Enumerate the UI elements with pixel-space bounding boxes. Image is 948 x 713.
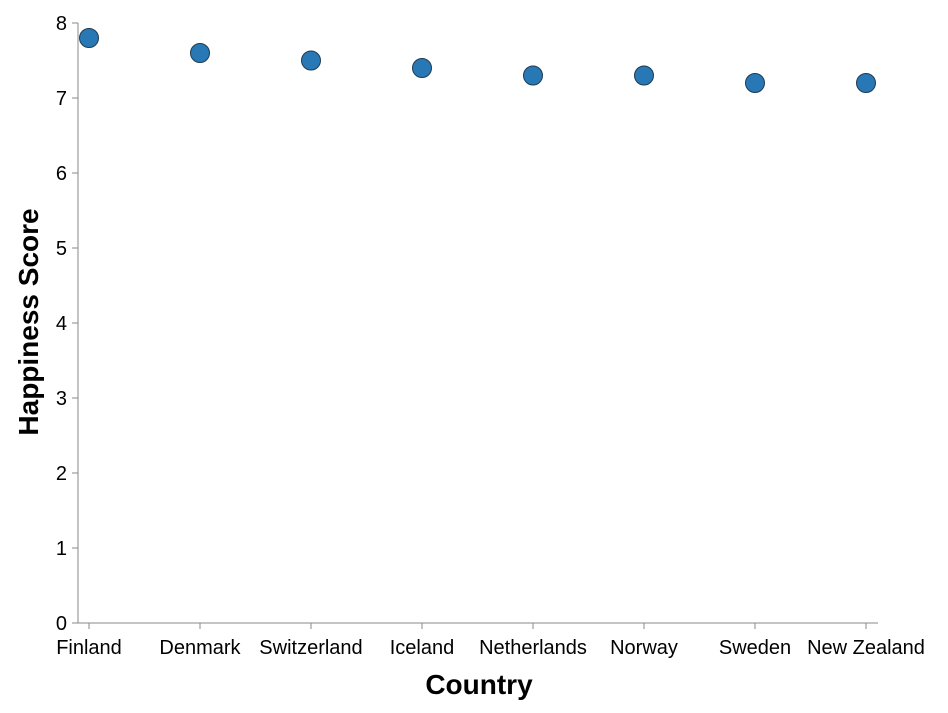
data-point[interactable]	[412, 58, 432, 78]
x-tick-label: Norway	[610, 637, 678, 659]
y-tick-label: 0	[56, 613, 67, 635]
x-tick-label: Sweden	[719, 637, 791, 659]
y-tick-label: 1	[56, 538, 67, 560]
data-point[interactable]	[745, 73, 765, 93]
y-axis: 0 1 2 3 4 5 6 7 8	[56, 13, 79, 635]
y-tick-label: 7	[56, 88, 67, 110]
x-tick-label: Switzerland	[259, 637, 362, 659]
data-point[interactable]	[79, 28, 99, 48]
x-tick-label: Denmark	[159, 637, 241, 659]
y-tick-label: 8	[56, 13, 67, 35]
y-tick-label: 6	[56, 163, 67, 185]
x-tick-label: Iceland	[390, 637, 455, 659]
x-tick-label: Finland	[56, 637, 122, 659]
y-tick-label: 3	[56, 388, 67, 410]
x-axis-title: Country	[425, 669, 533, 700]
y-axis-title: Happiness Score	[13, 208, 44, 435]
data-point[interactable]	[301, 50, 321, 71]
y-tick-label: 5	[56, 238, 67, 260]
x-axis: Finland Denmark Switzerland Iceland Netherla…	[56, 622, 925, 659]
data-point[interactable]	[523, 65, 543, 86]
data-point[interactable]	[856, 73, 876, 93]
data-point[interactable]	[190, 43, 210, 63]
data-points	[79, 28, 876, 93]
x-tick-label: Netherlands	[479, 637, 587, 659]
y-tick-label: 4	[56, 313, 67, 335]
x-tick-label: New Zealand	[807, 637, 925, 659]
y-tick-label: 2	[56, 463, 67, 485]
data-point[interactable]	[634, 65, 654, 86]
